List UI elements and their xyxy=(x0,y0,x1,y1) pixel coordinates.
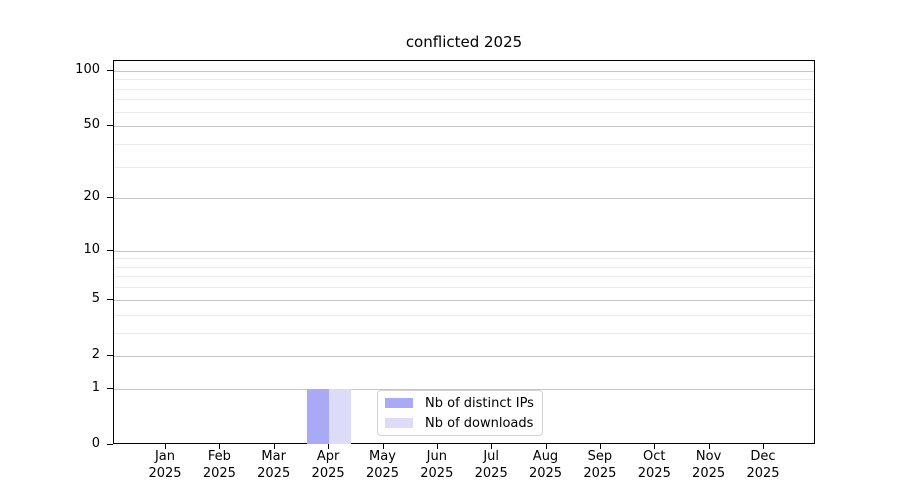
x-tick-jun xyxy=(436,444,438,449)
bar-nb-of-distinct-ips-apr xyxy=(307,388,330,444)
x-tick-label-jun: Jun 2025 xyxy=(420,449,454,481)
y-tick-20 xyxy=(107,197,113,199)
x-tick-oct xyxy=(654,444,656,449)
gridline-minor-70 xyxy=(114,99,814,101)
y-tick-label-0: 0 xyxy=(91,436,100,451)
x-tick-label-feb: Feb 2025 xyxy=(202,449,236,481)
legend-swatch-downloads xyxy=(385,418,413,428)
gridline-minor-40 xyxy=(114,143,814,145)
x-tick-apr xyxy=(328,444,330,449)
gridline-minor-6 xyxy=(114,287,814,289)
y-tick-1 xyxy=(107,387,113,389)
x-tick-label-mar: Mar 2025 xyxy=(257,449,291,481)
y-tick-label-100: 100 xyxy=(75,61,100,77)
x-tick-dec xyxy=(763,444,764,449)
gridline-minor-60 xyxy=(114,111,814,113)
gridline-minor-30 xyxy=(114,166,814,168)
y-tick-0 xyxy=(107,444,113,445)
x-tick-jul xyxy=(491,444,493,449)
legend-swatch-distinct-ips xyxy=(385,398,413,408)
y-tick-label-50: 50 xyxy=(83,117,100,133)
y-tick-50 xyxy=(107,125,113,127)
y-tick-2 xyxy=(107,354,113,356)
x-tick-label-oct: Oct 2025 xyxy=(637,449,671,481)
gridline-minor-3 xyxy=(114,332,814,334)
gridline-major-10 xyxy=(114,250,814,252)
x-tick-jan xyxy=(165,444,166,449)
legend-item-downloads: Nb of downloads xyxy=(385,415,542,432)
y-tick-label-2: 2 xyxy=(91,346,100,362)
x-tick-label-nov: Nov 2025 xyxy=(692,449,726,481)
x-tick-label-jul: Jul 2025 xyxy=(474,449,508,481)
gridline-minor-8 xyxy=(114,266,814,268)
x-tick-aug xyxy=(545,444,547,449)
x-tick-sep xyxy=(599,444,601,449)
gridline-major-20 xyxy=(114,198,814,200)
gridline-minor-9 xyxy=(114,258,814,260)
gridline-major-1 xyxy=(114,388,814,390)
bar-nb-of-downloads-apr xyxy=(329,388,351,444)
y-tick-label-1: 1 xyxy=(91,379,100,395)
gridline-major-50 xyxy=(114,126,814,128)
gridline-minor-80 xyxy=(114,88,814,90)
x-tick-label-may: May 2025 xyxy=(365,449,400,481)
legend-label-distinct-ips: Nb of distinct IPs xyxy=(425,395,534,411)
x-tick-mar xyxy=(273,444,275,449)
gridline-major-100 xyxy=(114,70,814,72)
legend-label-downloads: Nb of downloads xyxy=(425,415,534,431)
plot-area xyxy=(113,60,815,444)
y-tick-10 xyxy=(107,249,113,251)
y-tick-100 xyxy=(107,69,113,71)
y-tick-label-10: 10 xyxy=(83,241,100,257)
gridline-major-2 xyxy=(114,355,814,357)
legend-item-distinct-ips: Nb of distinct IPs xyxy=(385,395,542,412)
chart-title: conflicted 2025 xyxy=(405,33,523,51)
legend: Nb of distinct IPs Nb of downloads xyxy=(377,390,543,436)
y-tick-label-5: 5 xyxy=(91,290,100,306)
x-tick-label-aug: Aug 2025 xyxy=(528,449,563,481)
x-tick-label-jan: Jan 2025 xyxy=(148,449,182,481)
x-tick-nov xyxy=(708,444,710,449)
x-tick-feb xyxy=(219,444,221,449)
x-tick-may xyxy=(382,444,384,449)
gridline-minor-4 xyxy=(114,314,814,316)
x-tick-label-dec: Dec 2025 xyxy=(746,449,780,481)
gridline-minor-7 xyxy=(114,276,814,278)
x-tick-label-sep: Sep 2025 xyxy=(583,449,617,481)
gridline-minor-90 xyxy=(114,79,814,81)
gridline-major-5 xyxy=(114,299,814,301)
x-tick-label-apr: Apr 2025 xyxy=(311,449,345,481)
y-tick-5 xyxy=(107,298,113,300)
y-tick-label-20: 20 xyxy=(83,189,100,205)
